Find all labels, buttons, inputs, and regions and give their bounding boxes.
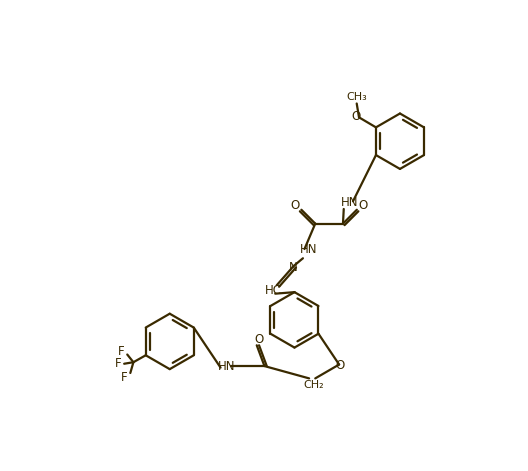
Text: CH₂: CH₂: [304, 380, 324, 390]
Text: O: O: [290, 199, 300, 212]
Text: HN: HN: [218, 360, 235, 374]
Text: N: N: [289, 261, 297, 274]
Text: O: O: [254, 333, 263, 346]
Text: HN: HN: [341, 195, 359, 209]
Text: O: O: [359, 199, 367, 212]
Text: F: F: [118, 345, 125, 358]
Text: F: F: [115, 357, 121, 370]
Text: HC: HC: [265, 284, 281, 297]
Text: F: F: [121, 371, 127, 384]
Text: O: O: [335, 359, 345, 372]
Text: O: O: [351, 110, 361, 123]
Text: HN: HN: [299, 244, 317, 256]
Text: CH₃: CH₃: [346, 92, 367, 102]
